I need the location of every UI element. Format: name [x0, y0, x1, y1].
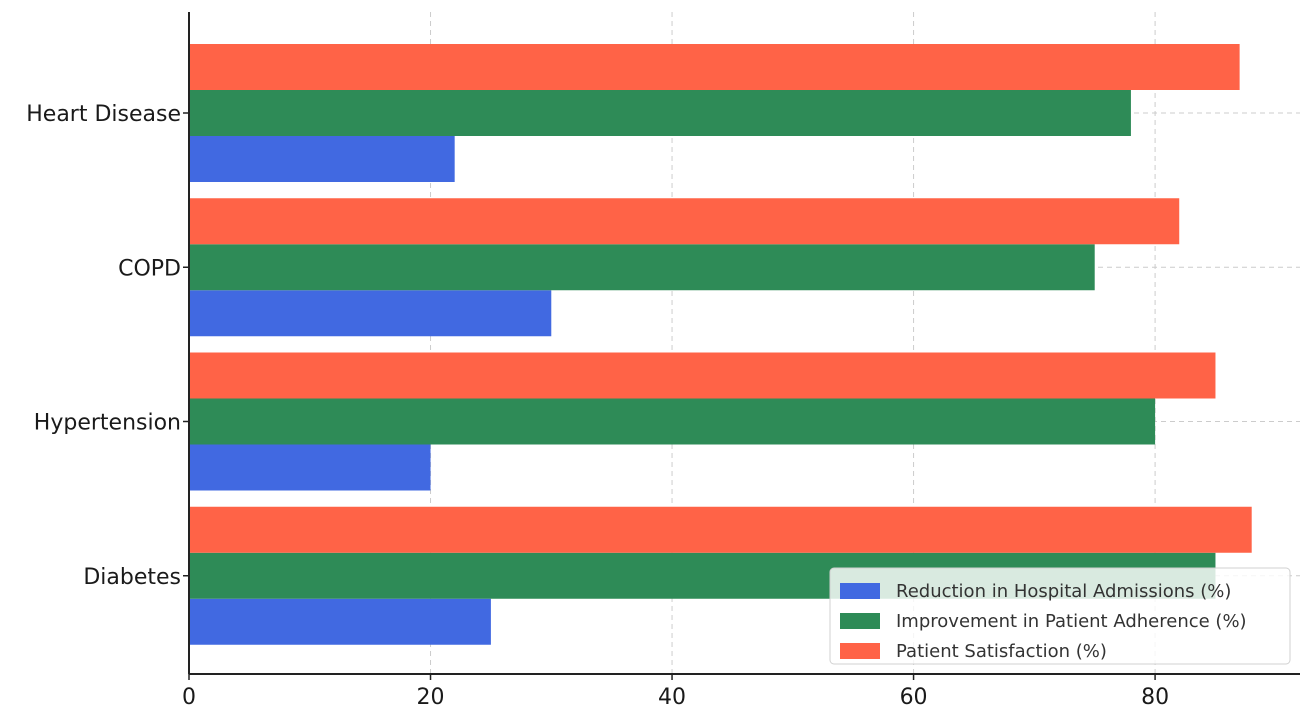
y-tick-label: Heart Disease — [26, 102, 181, 127]
y-tick-label: Hypertension — [34, 411, 181, 436]
bars — [189, 44, 1252, 645]
x-tick-label: 40 — [658, 685, 686, 710]
bar — [189, 290, 552, 337]
bar — [189, 506, 1252, 553]
bar — [189, 136, 455, 182]
legend-box — [829, 567, 1291, 665]
legend: Reduction in Hospital Admissions (%) Impr… — [829, 567, 1291, 665]
x-tick-label: 60 — [900, 685, 928, 710]
x-tick-label: 0 — [182, 685, 196, 710]
bar — [189, 198, 1180, 245]
legend-label: Reduction in Hospital Admissions (%) — [896, 581, 1231, 602]
bar — [189, 244, 1095, 291]
y-ticks: Heart Disease COPD Hypertension Diabetes — [26, 102, 189, 590]
legend-swatch — [840, 643, 880, 659]
bar — [189, 598, 491, 645]
y-tick-label: COPD — [118, 256, 181, 281]
bar — [189, 398, 1156, 445]
bar — [189, 352, 1216, 399]
legend-swatch — [840, 613, 880, 629]
x-ticks: 0 20 40 60 80 — [182, 674, 1169, 710]
bar — [189, 44, 1240, 90]
x-tick-label: 20 — [417, 685, 445, 710]
bar — [189, 444, 431, 491]
bar — [189, 90, 1131, 136]
legend-label: Patient Satisfaction (%) — [896, 641, 1107, 662]
legend-label: Improvement in Patient Adherence (%) — [896, 611, 1247, 632]
axes — [188, 12, 1300, 675]
x-tick-label: 80 — [1141, 685, 1169, 710]
y-tick-label: Diabetes — [83, 565, 181, 590]
legend-swatch — [840, 583, 880, 599]
